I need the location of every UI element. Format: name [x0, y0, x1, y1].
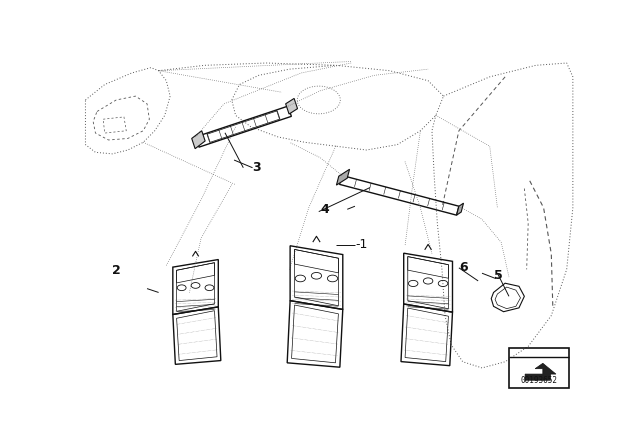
Polygon shape: [192, 131, 205, 149]
Polygon shape: [285, 99, 298, 114]
Text: 5: 5: [493, 269, 502, 282]
Text: 2: 2: [113, 264, 121, 277]
Text: 00193652: 00193652: [520, 376, 557, 385]
Text: 6: 6: [459, 261, 468, 274]
Polygon shape: [337, 169, 349, 185]
Text: 4: 4: [320, 203, 329, 216]
Polygon shape: [525, 363, 556, 380]
Text: -1: -1: [355, 238, 367, 251]
Text: 3: 3: [253, 161, 261, 174]
Bar: [509, 348, 569, 388]
Polygon shape: [456, 203, 463, 215]
